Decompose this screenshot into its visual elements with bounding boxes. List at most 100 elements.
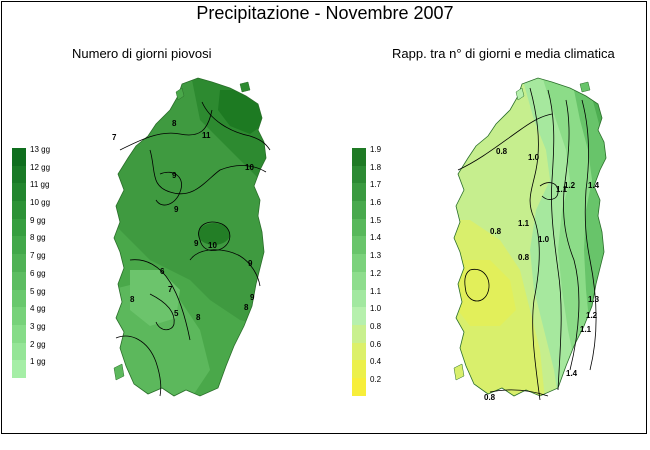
left-map-legend-swatch [12, 271, 26, 290]
left-map-legend-swatch [12, 342, 26, 361]
left-map-contour-label: 9 [194, 239, 199, 248]
left-map-legend-swatch [12, 218, 26, 237]
left-map-fill [114, 78, 266, 396]
left-map-legend-row: 8 gg [12, 233, 82, 255]
left-map-islet-asinara [175, 87, 185, 101]
left-map-legend-row: 10 gg [12, 198, 82, 219]
left-map-contour-label: 10 [208, 241, 217, 250]
left-map-legend-row: 3 gg [12, 321, 82, 343]
right-map-legend: 1.9 1.8 1.7 1.6 1.5 1.4 1.3 1.2 1.1 1.0 0.8 0.6 0.4 0… [352, 145, 422, 396]
left-map-legend: 13 gg 12 gg 11 gg 10 gg 9 gg 8 gg 7 gg 6 gg 5 gg… [12, 145, 82, 378]
right-map-legend-row: 0.2 [352, 374, 422, 396]
left-map-legend-swatch [12, 148, 26, 166]
right-map-contour-label: 0.8 [496, 147, 508, 156]
right-map-legend-swatch [352, 377, 366, 396]
right-map-legend-label: 1.4 [370, 233, 382, 243]
left-map-legend-swatch [12, 183, 26, 202]
right-map-legend-swatch [352, 289, 366, 308]
left-map-legend-swatch [12, 236, 26, 255]
right-map-contour-label: 1.3 [588, 295, 600, 304]
left-map-contour-labels: 7 8 11 10 9 9 9 10 9 9 6 7 5 8 8 8 [112, 119, 255, 322]
left-map-legend-label: 2 gg [30, 339, 46, 349]
left-map-legend-row: 6 gg [12, 268, 82, 290]
right-map-contour-label: 1.0 [538, 235, 550, 244]
right-map-legend-label: 0.8 [370, 321, 382, 331]
left-map-legend-row: 7 gg [12, 251, 82, 272]
left-map-contour-label: 8 [130, 295, 135, 304]
figure-title: Precipitazione - Novembre 2007 [196, 3, 454, 23]
left-map-contour-label: 8 [196, 313, 201, 322]
right-map-legend-swatch [352, 324, 366, 343]
right-map-contour-label: 1.4 [588, 181, 600, 190]
right-map-contours [457, 87, 597, 401]
right-map-legend-label: 1.9 [370, 145, 382, 154]
left-map-legend-swatch [12, 201, 26, 219]
left-map-legend-row: 13 gg [12, 145, 82, 166]
right-map-contour-label: 1.1 [580, 325, 592, 334]
left-map-contour-label: 7 [112, 133, 117, 142]
left-map-legend-label: 6 gg [30, 268, 46, 278]
right-map-islet-maddalena [579, 81, 591, 93]
right-map-legend-swatch [352, 148, 366, 166]
left-map-legend-label: 9 gg [30, 215, 46, 225]
right-map-legend-row: 1.1 [352, 286, 422, 308]
right-map-contour-labels: 0.8 1.0 1.1 1.2 1.4 0.8 1.0 0.8 1.1 1.3 … [484, 147, 600, 402]
right-map-legend-row: 1.6 [352, 198, 422, 219]
left-map-legend-label: 5 gg [30, 286, 46, 296]
right-map-legend-label: 0.6 [370, 339, 382, 349]
right-map-legend-swatch [352, 307, 366, 325]
right-map-legend-label: 1.0 [370, 304, 382, 314]
right-map-legend-swatch [352, 271, 366, 290]
right-map-legend-label: 1.1 [370, 286, 382, 296]
right-map-legend-label: 0.2 [370, 374, 382, 384]
left-map-contour-label: 7 [168, 285, 173, 294]
left-map-legend-label: 1 gg [30, 357, 46, 367]
left-map-legend-row: 1 gg [12, 357, 82, 378]
right-map-legend-swatch [352, 236, 366, 255]
left-map-legend-label: 3 gg [30, 321, 46, 331]
left-map-legend-swatch [12, 254, 26, 272]
left-map-contour-label: 5 [174, 309, 179, 318]
left-map-legend-row: 5 gg [12, 286, 82, 308]
left-map-contour-label: 11 [202, 131, 211, 140]
left-map-contour-label: 9 [250, 293, 255, 302]
left-map-legend-row: 4 gg [12, 304, 82, 325]
left-map-legend-row: 2 gg [12, 339, 82, 361]
right-map-legend-label: 1.3 [370, 251, 382, 261]
left-map-legend-label: 12 gg [30, 162, 51, 172]
right-map-legend-row: 1.0 [352, 304, 422, 325]
right-map-contour-label: 1.2 [586, 311, 598, 320]
left-map-contour-label: 9 [248, 259, 253, 268]
figure-frame [1, 1, 647, 434]
right-map-contour-label: 1.1 [518, 219, 530, 228]
right-map-legend-swatch [352, 254, 366, 272]
left-map-legend-swatch [12, 360, 26, 378]
left-map-contour-label: 9 [172, 171, 177, 180]
right-map-legend-label: 1.6 [370, 198, 382, 208]
right-map-contour-label: 0.8 [518, 253, 530, 262]
right-map-contour-label: 1.4 [566, 369, 578, 378]
right-map-legend-row: 1.4 [352, 233, 422, 255]
right-map-legend-swatch [352, 165, 366, 184]
right-map-legend-row: 1.8 [352, 163, 422, 184]
left-map-legend-label: 11 gg [30, 180, 50, 190]
left-map-legend-label: 13 gg [30, 145, 51, 154]
left-map-subtitle: Numero di giorni piovosi [72, 46, 212, 61]
left-map-legend-label: 4 gg [30, 304, 46, 314]
right-map-legend-row: 1.7 [352, 180, 422, 202]
right-map-legend-label: 1.2 [370, 268, 382, 278]
left-map-legend-row: 9 gg [12, 215, 82, 237]
left-map-legend-swatch [12, 165, 26, 184]
left-map-legend-label: 10 gg [30, 198, 51, 208]
right-map-legend-label: 1.7 [370, 180, 382, 190]
left-map-legend-label: 8 gg [30, 233, 46, 243]
right-map-ratio: 0.8 1.0 1.1 1.2 1.4 0.8 1.0 0.8 1.1 1.3 … [453, 77, 607, 402]
right-map-legend-label: 1.5 [370, 215, 382, 225]
right-map-legend-row: 1.9 [352, 145, 422, 166]
left-map-legend-swatch [12, 307, 26, 325]
right-map-legend-row: 1.5 [352, 215, 422, 237]
right-map-legend-label: 0.4 [370, 357, 382, 367]
left-map-contour-label: 8 [244, 303, 249, 312]
right-map-legend-row: 0.6 [352, 339, 422, 361]
right-map-islet-santantioco [453, 363, 465, 381]
